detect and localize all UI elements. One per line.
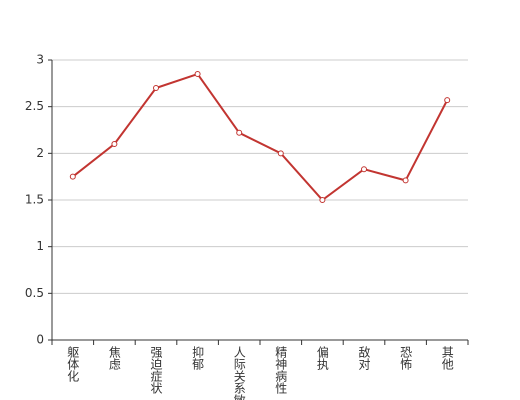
line (72, 72, 449, 202)
point (194, 71, 201, 77)
x-tick-label: 强迫症状 (149, 346, 163, 394)
y-tick-label: 0.5 (25, 286, 44, 300)
x-tick-label: 人际关系敏感 (232, 346, 246, 400)
point (361, 166, 367, 173)
point (319, 197, 326, 203)
x-tick-label: 恐怖 (399, 346, 413, 370)
point (444, 97, 451, 104)
y-tick-label: 3 (36, 53, 44, 67)
x-tick-label: 精神病性 (274, 346, 288, 395)
point (69, 173, 76, 180)
y-tick-label: 1.5 (25, 193, 44, 207)
point (236, 129, 243, 136)
point (153, 85, 159, 91)
x-tick-label: 敌对 (357, 345, 371, 370)
y-tick-label: 2 (36, 146, 44, 160)
point (111, 141, 118, 147)
y-tick-label: 2.5 (25, 99, 44, 113)
point (277, 150, 284, 157)
y-tick-label: 1 (36, 239, 44, 253)
x-tick-label: 焦虑 (107, 346, 121, 370)
y-tick-label: 0 (36, 333, 44, 347)
x-tick-label: 其他 (440, 346, 454, 370)
x-tick-label: 抑郁 (191, 345, 205, 371)
x-tick-label: 偏执 (315, 345, 329, 371)
x-tick-label: 躯体化 (66, 345, 80, 383)
point (402, 177, 409, 184)
